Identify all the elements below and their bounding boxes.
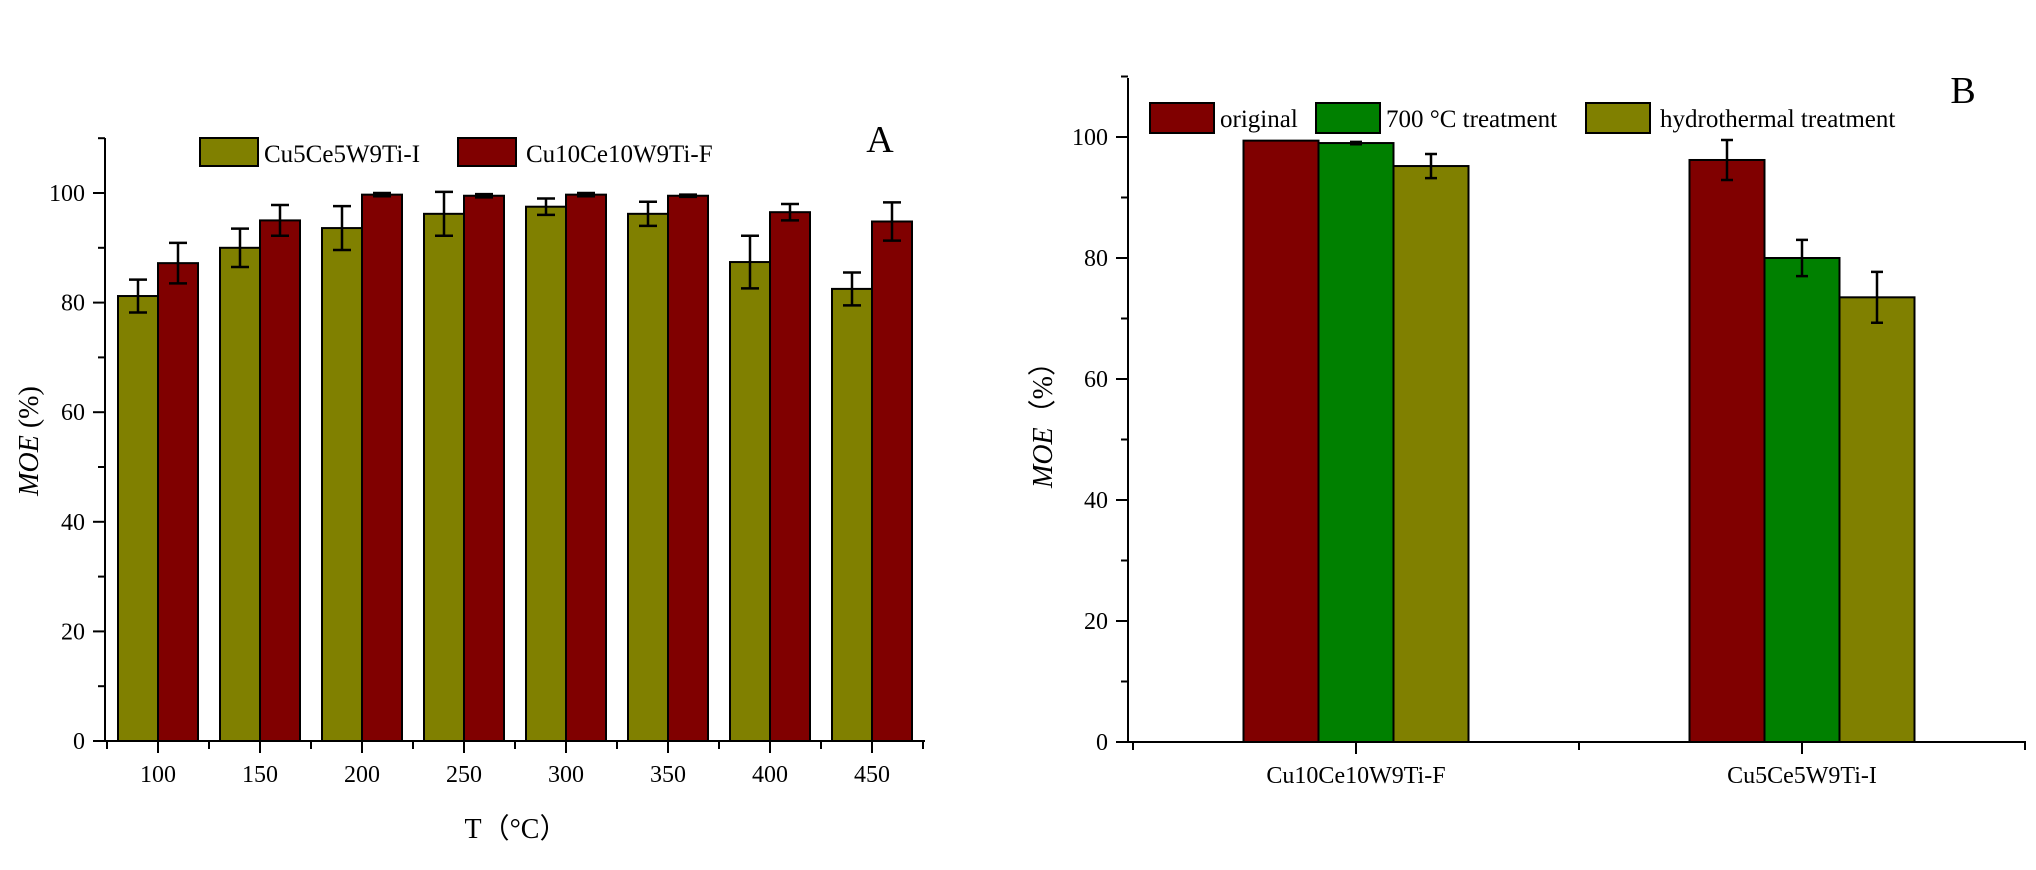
error-bar-cu5ce5w9ti-i-250 [435,190,453,237]
error-bar-cu10ce10w9ti-f-350 [679,193,697,199]
y-tick-label: 60 [1084,367,1108,393]
chart-b-bars [1242,139,1916,744]
chart-b-legend: original 700 °C treatment hydrothermal t… [1149,102,1895,134]
error-bar-cu5ce5w9ti-i-300 [537,197,555,217]
error-bar-cu5ce5w9ti-i-150 [231,227,249,269]
error-bar-cu10ce10w9ti-f-300 [577,191,595,198]
bar-hydrothermal-treatment-cu5ce5w9ti-i [1838,296,1916,743]
x-tick-label-300: 300 [548,762,584,788]
chart-a-legend-label-cu5: Cu5Ce5W9Ti-I [264,141,420,168]
x-tick-label-cu5ce5w9ti-i: Cu5Ce5W9Ti-I [1727,763,1877,789]
error-bar-cu10ce10w9ti-f-200 [373,191,391,198]
bar-cu10ce10w9ti-f-100 [157,262,199,742]
y-tick-label: 80 [1084,246,1108,272]
chart-b-y-axis-title-unit: （%） [1027,348,1059,427]
error-bar-cu5ce5w9ti-i-450 [843,271,861,307]
y-tick-label: 40 [1084,488,1108,514]
bar-cu10ce10w9ti-f-200 [361,193,403,743]
chart-b-legend-label-hydrothermal: hydrothermal treatment [1660,106,1895,133]
error-bar-700-c-treatment-cu10ce10w9ti-f [1350,140,1362,146]
chart-a-x-axis-title: T（°C） [465,813,568,845]
chart-b: Cu10Ce10W9Ti-F Cu5Ce5W9Ti-I 020406080100 … [1027,70,2026,789]
error-bar-cu10ce10w9ti-f-400 [781,202,799,222]
chart-a-y-axis-title-italic: MOE [14,435,45,497]
x-tick-label-150: 150 [242,762,278,788]
bar-cu5ce5w9ti-i-250 [423,212,465,743]
bar-original-cu5ce5w9ti-i [1688,158,1766,744]
bar-hydrothermal-treatment-cu10ce10w9ti-f [1392,165,1470,744]
chart-a-y-axis-title: MOE (%) [14,386,45,497]
error-bar-cu10ce10w9ti-f-150 [271,203,289,237]
x-tick-label-350: 350 [650,762,686,788]
chart-b-error-bars [1350,138,1883,324]
x-tick-label-250: 250 [446,762,482,788]
bar-cu10ce10w9ti-f-350 [667,194,709,743]
x-tick-label-450: 450 [854,762,890,788]
y-tick-label: 0 [1096,730,1108,756]
error-bar-cu10ce10w9ti-f-250 [475,192,493,199]
y-tick-label: 100 [1072,125,1108,151]
bar-700-c-treatment-cu5ce5w9ti-i [1763,257,1841,743]
error-bar-cu5ce5w9ti-i-100 [129,278,147,314]
chart-b-legend-label-700c: 700 °C treatment [1386,106,1557,133]
bar-cu5ce5w9ti-i-150 [219,246,261,743]
y-tick-label: 40 [61,510,85,536]
chart-b-legend-label-original: original [1220,106,1298,133]
error-bar-cu10ce10w9ti-f-450 [883,201,901,242]
bar-cu5ce5w9ti-i-450 [831,287,873,742]
chart-b-y-tick-labels: 0 20 40 60 80 100 [1072,125,1108,756]
chart-a-y-axis-title-unit: (%) [14,386,45,435]
y-tick-label: 20 [61,619,85,645]
bar-cu10ce10w9ti-f-300 [565,193,607,743]
y-tick-label: 80 [61,291,85,317]
bar-700-c-treatment-cu10ce10w9ti-f [1317,142,1395,744]
x-tick-label-100: 100 [140,762,176,788]
chart-b-legend-swatch-hydrothermal [1585,102,1651,134]
bar-cu10ce10w9ti-f-250 [463,194,505,743]
bar-cu5ce5w9ti-i-400 [729,261,771,742]
error-bar-hydrothermal-treatment-cu5ce5w9ti-i [1871,270,1883,324]
error-bar-cu5ce5w9ti-i-400 [741,234,759,290]
bar-cu10ce10w9ti-f-150 [259,219,301,742]
error-bar-hydrothermal-treatment-cu10ce10w9ti-f [1425,152,1437,180]
bar-cu10ce10w9ti-f-450 [871,220,913,743]
bar-cu5ce5w9ti-i-100 [117,295,159,742]
chart-b-legend-swatch-original [1149,102,1215,134]
chart-a-bars [117,193,913,743]
y-tick-label: 20 [1084,609,1108,635]
x-tick-label-200: 200 [344,762,380,788]
chart-a-legend-swatch-cu10 [457,137,517,167]
chart-a-legend: Cu5Ce5W9Ti-I Cu10Ce10W9Ti-F [199,137,713,168]
error-bar-original-cu5ce5w9ti-i [1721,138,1733,182]
error-bar-cu5ce5w9ti-i-350 [639,200,657,228]
chart-a-legend-swatch-cu5 [199,137,259,167]
bar-cu5ce5w9ti-i-200 [321,227,363,742]
y-tick-label: 60 [61,400,85,426]
chart-b-y-axis-title: MOE（%） [1027,348,1059,489]
chart-b-panel-letter: B [1950,70,1975,112]
x-tick-label-400: 400 [752,762,788,788]
chart-a-panel-letter: A [866,119,894,161]
y-tick-label: 0 [73,729,85,755]
bar-cu10ce10w9ti-f-400 [769,211,811,742]
chart-a-y-tick-labels: 0 20 40 60 80 100 [49,181,85,755]
bar-cu5ce5w9ti-i-300 [525,205,567,742]
chart-b-legend-swatch-700c [1315,102,1381,134]
x-tick-label-cu10ce10w9ti-f: Cu10Ce10W9Ti-F [1266,763,1445,789]
error-bar-cu5ce5w9ti-i-200 [333,204,351,252]
chart-a-x-tick-labels: 100 150 200 250 300 350 400 450 [140,762,890,788]
error-bar-cu10ce10w9ti-f-100 [169,241,187,285]
chart-b-x-tick-labels: Cu10Ce10W9Ti-F Cu5Ce5W9Ti-I [1266,763,1876,789]
chart-b-y-axis-title-italic: MOE [1028,427,1059,489]
chart-a-legend-label-cu10: Cu10Ce10W9Ti-F [526,141,713,168]
bar-original-cu10ce10w9ti-f [1242,139,1320,743]
bar-cu5ce5w9ti-i-350 [627,212,669,743]
y-tick-label: 100 [49,181,85,207]
chart-a-error-bars [129,190,901,314]
error-bar-700-c-treatment-cu5ce5w9ti-i [1796,238,1808,278]
